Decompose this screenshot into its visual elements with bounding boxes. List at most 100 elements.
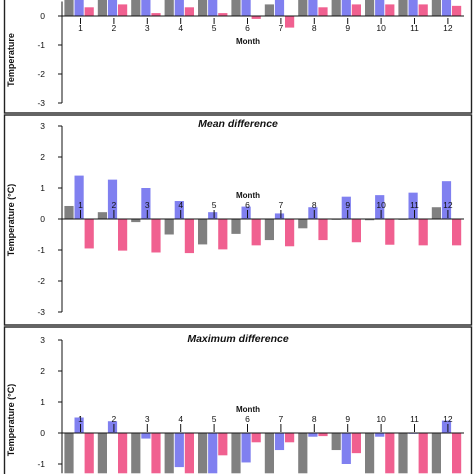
x-tick-label-mean-1: 1 — [78, 200, 83, 210]
bar-maximum-s1-m9 — [331, 433, 341, 451]
bar-maximum-s2-m3 — [141, 433, 151, 439]
bar-maximum-s2-m6 — [241, 433, 251, 463]
bar-mean-s2-m6 — [241, 206, 251, 219]
bar-maximum-s1-m7 — [264, 433, 274, 474]
bar-mean-s1-m2 — [97, 212, 107, 219]
bar-maximum-s3-m11 — [418, 433, 428, 474]
bar-mean-s2-m5 — [208, 212, 218, 219]
bar-top-s2-m8 — [308, 0, 318, 17]
x-tick-label-top-9: 9 — [345, 23, 350, 33]
bar-top-s3-m6 — [251, 16, 261, 19]
bar-top-s1-m8 — [298, 0, 308, 17]
x-tick-label-maximum-11: 11 — [410, 414, 419, 424]
bar-maximum-s2-m2 — [107, 421, 118, 433]
bar-maximum-s3-m9 — [351, 433, 361, 454]
bar-maximum-s2-m12 — [441, 420, 452, 433]
bar-maximum-s1-m8 — [298, 433, 308, 474]
bar-maximum-s3-m3 — [151, 433, 161, 474]
bar-maximum-s1-m3 — [131, 433, 141, 474]
bar-maximum-s3-m10 — [385, 433, 395, 474]
y-tick-label-mean--1: -1 — [37, 245, 45, 255]
x-tick-label-maximum-1: 1 — [78, 414, 83, 424]
bar-mean-s1-m8 — [298, 219, 308, 229]
x-tick-label-mean-5: 5 — [212, 200, 217, 210]
x-tick-label-maximum-8: 8 — [312, 414, 317, 424]
bar-mean-s2-m12 — [441, 181, 452, 219]
x-tick-label-top-12: 12 — [443, 23, 453, 33]
y-tick-label-maximum-1: 1 — [40, 397, 45, 407]
y-tick-label-top--2: -2 — [37, 69, 45, 79]
y-tick-label-mean--2: -2 — [37, 276, 45, 286]
panel-mean-y-axis-title: Temperature (°C) — [6, 184, 16, 256]
bar-top-s2-m5 — [208, 0, 218, 17]
x-tick-label-top-10: 10 — [376, 23, 386, 33]
x-tick-label-mean-9: 9 — [345, 200, 350, 210]
bar-top-s2-m10 — [375, 0, 385, 17]
panel-maximum-y-axis-title: Temperature (°C) — [6, 384, 16, 456]
bar-top-s1-m9 — [331, 0, 341, 17]
y-tick-label-maximum-2: 2 — [40, 366, 45, 376]
bar-maximum-s2-m10 — [375, 433, 385, 437]
bar-mean-s3-m11 — [418, 219, 428, 246]
x-tick-label-mean-11: 11 — [410, 200, 419, 210]
x-tick-label-maximum-10: 10 — [376, 414, 386, 424]
panel-top-y-axis-title: Temperature — [6, 33, 16, 87]
bar-top-s1-m11 — [398, 0, 408, 17]
bar-mean-s3-m6 — [251, 219, 261, 246]
x-tick-label-mean-3: 3 — [145, 200, 150, 210]
bar-top-s1-m2 — [97, 0, 107, 17]
bar-maximum-s2-m5 — [208, 433, 218, 474]
y-tick-label-top--1: -1 — [37, 40, 45, 50]
x-tick-label-mean-7: 7 — [279, 200, 284, 210]
x-tick-label-top-6: 6 — [245, 23, 250, 33]
bar-top-s3-m9 — [351, 4, 361, 17]
bar-top-s3-m5 — [218, 13, 228, 16]
bar-top-s3-m2 — [118, 4, 128, 17]
panel-top-x-axis-title: Month — [236, 37, 260, 46]
bar-maximum-s3-m7 — [285, 433, 295, 443]
bar-mean-s2-m7 — [274, 213, 285, 219]
bar-mean-s2-m2 — [107, 179, 118, 219]
bar-top-s2-m2 — [107, 0, 118, 17]
bar-maximum-s2-m7 — [274, 433, 285, 451]
bar-mean-s1-m6 — [231, 219, 241, 234]
x-tick-label-top-2: 2 — [112, 23, 117, 33]
bar-maximum-s2-m8 — [308, 433, 318, 437]
bar-top-s3-m1 — [84, 7, 94, 16]
panel-top: 0-1-2-31 2 3 4 5 6 7 8 9 10 11 12 Temperature Month — [6, 0, 464, 108]
bar-mean-s3-m10 — [385, 219, 395, 245]
y-tick-label-mean-1: 1 — [40, 183, 45, 193]
bar-mean-s2-m9 — [341, 196, 351, 219]
panel-maximum-title: Maximum difference — [187, 333, 288, 345]
y-tick-label-maximum--1: -1 — [37, 459, 45, 469]
bar-top-s3-m11 — [418, 4, 428, 17]
bar-top-s2-m12 — [441, 0, 452, 17]
bar-maximum-s1-m11 — [398, 433, 408, 474]
bar-mean-s1-m4 — [164, 219, 174, 235]
bar-mean-s2-m1 — [74, 175, 84, 219]
y-tick-label-top--3: -3 — [37, 98, 45, 108]
bar-maximum-s3-m5 — [218, 433, 228, 456]
x-tick-label-top-1: 1 — [78, 23, 83, 33]
x-tick-label-mean-10: 10 — [376, 200, 386, 210]
bar-mean-s2-m8 — [308, 207, 318, 219]
bar-maximum-s1-m5 — [198, 433, 208, 474]
bar-maximum-s2-m1 — [74, 417, 84, 433]
panel-top-ticks: 0-1-2-31 2 3 4 5 6 7 8 9 10 11 12 — [37, 1, 464, 108]
bar-mean-s2-m3 — [141, 188, 151, 219]
bar-mean-s2-m4 — [174, 201, 184, 219]
panel-frame-top — [3, 0, 473, 114]
bar-maximum-s3-m1 — [84, 433, 94, 474]
panel-frames — [3, 0, 473, 474]
bar-maximum-s3-m2 — [118, 433, 128, 474]
bar-maximum-s1-m4 — [164, 433, 174, 474]
bar-mean-s3-m9 — [351, 219, 361, 243]
x-tick-label-maximum-7: 7 — [279, 414, 284, 424]
bar-top-s3-m7 — [285, 16, 295, 28]
y-tick-label-mean-0: 0 — [40, 214, 45, 224]
bar-top-s1-m12 — [431, 0, 441, 17]
x-tick-label-maximum-9: 9 — [345, 414, 350, 424]
x-tick-label-maximum-4: 4 — [178, 414, 183, 424]
